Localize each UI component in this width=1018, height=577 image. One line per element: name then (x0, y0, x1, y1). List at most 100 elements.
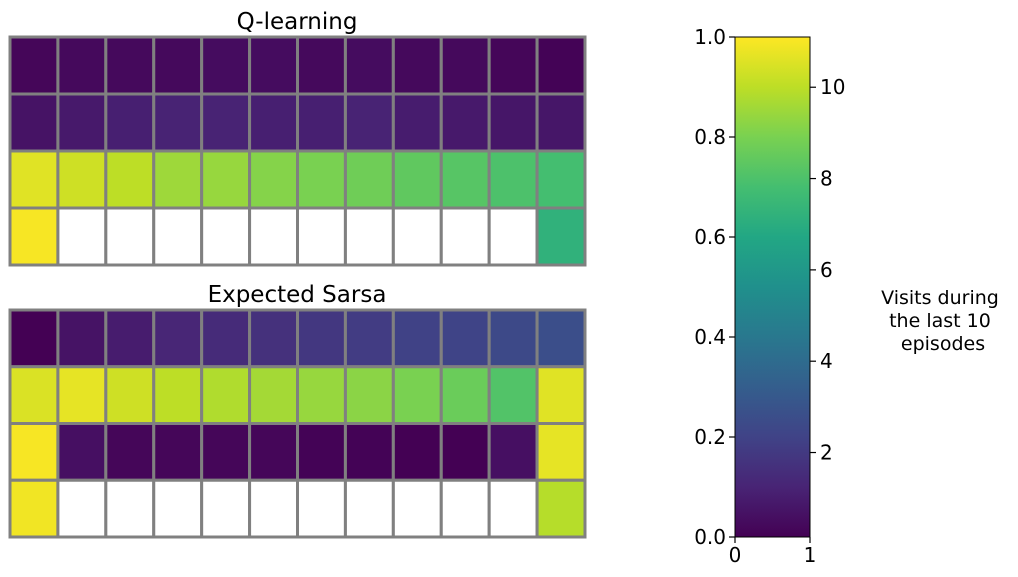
q-learning-cell (248, 206, 299, 267)
colorbar-label-line: Visits during (881, 287, 999, 309)
q-learning-cell (8, 35, 60, 96)
q-learning-heatmap (8, 35, 587, 267)
q-learning-cell (296, 149, 347, 210)
expected-sarsa-cell (152, 365, 204, 425)
expected-sarsa-cell (200, 478, 252, 539)
colorbar-left-tick-label: 0.6 (694, 225, 726, 249)
expected-sarsa-cell (248, 365, 299, 425)
colorbar-tick-label: 4 (820, 349, 833, 373)
expected-sarsa-cell (8, 365, 60, 425)
expected-sarsa-cell (56, 422, 108, 482)
q-learning-cell (391, 149, 443, 210)
expected-sarsa-cell (487, 365, 539, 425)
expected-sarsa-cell (487, 422, 539, 482)
q-learning-cell (248, 92, 299, 153)
colorbar-label-line: the last 10 (889, 310, 991, 332)
expected-sarsa-cell (152, 422, 204, 482)
expected-sarsa-cell (343, 422, 395, 482)
colorbar-label-line: episodes (901, 333, 985, 355)
q-learning-cell (8, 206, 60, 267)
expected-sarsa-cell (56, 365, 108, 425)
colorbar-left-tick-label: 0.2 (694, 425, 726, 449)
colorbar: 2 4 6 8 10 0.0 0.2 0.4 0.6 0.8 1.0 0 1 (694, 25, 845, 567)
expected-sarsa-cell (56, 478, 108, 539)
expected-sarsa-cell (343, 478, 395, 539)
expected-sarsa-cell (248, 422, 299, 482)
q-learning-cell (248, 149, 299, 210)
expected-sarsa-cell (535, 308, 587, 369)
q-learning-cell (439, 206, 491, 267)
q-learning-cell (296, 206, 347, 267)
q-learning-cell (439, 92, 491, 153)
q-learning-cell (391, 92, 443, 153)
q-learning-cell (296, 35, 347, 96)
q-learning-cell (343, 206, 395, 267)
q-learning-cell (152, 35, 204, 96)
q-learning-cell (343, 149, 395, 210)
colorbar-tick-label: 6 (820, 258, 833, 282)
q-learning-cell (152, 92, 204, 153)
q-learning-cell (391, 35, 443, 96)
q-learning-cell (535, 92, 587, 153)
q-learning-cell (487, 35, 539, 96)
colorbar-bottom-tick-label: 1 (804, 543, 817, 567)
q-learning-cell (8, 92, 60, 153)
q-learning-cell (104, 92, 156, 153)
expected-sarsa-cell (487, 478, 539, 539)
expected-sarsa-cell (296, 365, 347, 425)
q-learning-cell (535, 149, 587, 210)
expected-sarsa-cell (248, 478, 299, 539)
expected-sarsa-cell (439, 422, 491, 482)
q-learning-cell (439, 35, 491, 96)
q-learning-cell (487, 149, 539, 210)
expected-sarsa-cell (8, 308, 60, 369)
q-learning-cell (200, 206, 252, 267)
expected-sarsa-heatmap (8, 308, 587, 539)
expected-sarsa-cell (104, 308, 156, 369)
colorbar-tick-label: 8 (820, 167, 833, 191)
expected-sarsa-cell (200, 308, 252, 369)
expected-sarsa-cell (296, 422, 347, 482)
expected-sarsa-cell (200, 365, 252, 425)
q-learning-title: Q-learning (237, 9, 358, 35)
q-learning-cell (248, 35, 299, 96)
expected-sarsa-cell (296, 478, 347, 539)
q-learning-cell (487, 206, 539, 267)
expected-sarsa-cell (104, 365, 156, 425)
expected-sarsa-cell (343, 308, 395, 369)
colorbar-gradient (734, 36, 811, 538)
expected-sarsa-cell (391, 478, 443, 539)
expected-sarsa-cell (248, 308, 299, 369)
expected-sarsa-cell (487, 308, 539, 369)
q-learning-cell (200, 35, 252, 96)
expected-sarsa-title: Expected Sarsa (208, 282, 387, 308)
q-learning-cell (152, 206, 204, 267)
q-learning-cell (104, 206, 156, 267)
expected-sarsa-cell (8, 422, 60, 482)
colorbar-label: Visits during the last 10 episodes (881, 287, 1005, 355)
expected-sarsa-cell (104, 478, 156, 539)
expected-sarsa-cell (152, 478, 204, 539)
colorbar-left-tick-label: 0.8 (694, 125, 726, 149)
expected-sarsa-cell (152, 308, 204, 369)
expected-sarsa-cell (535, 365, 587, 425)
q-learning-cell (296, 92, 347, 153)
q-learning-cell (56, 35, 108, 96)
colorbar-bottom-tick-label: 0 (729, 543, 742, 567)
colorbar-tick-label: 2 (820, 441, 833, 465)
q-learning-cell (200, 92, 252, 153)
expected-sarsa-cell (391, 308, 443, 369)
q-learning-cell (200, 149, 252, 210)
expected-sarsa-cell (8, 478, 60, 539)
expected-sarsa-cell (439, 478, 491, 539)
colorbar-left-tick-label: 0.0 (694, 525, 726, 549)
q-learning-cell (343, 92, 395, 153)
expected-sarsa-cell (56, 308, 108, 369)
expected-sarsa-cell (343, 365, 395, 425)
expected-sarsa-cell (391, 365, 443, 425)
colorbar-left-tick-label: 1.0 (694, 25, 726, 49)
expected-sarsa-cell (535, 422, 587, 482)
q-learning-cell (535, 206, 587, 267)
q-learning-cell (8, 149, 60, 210)
